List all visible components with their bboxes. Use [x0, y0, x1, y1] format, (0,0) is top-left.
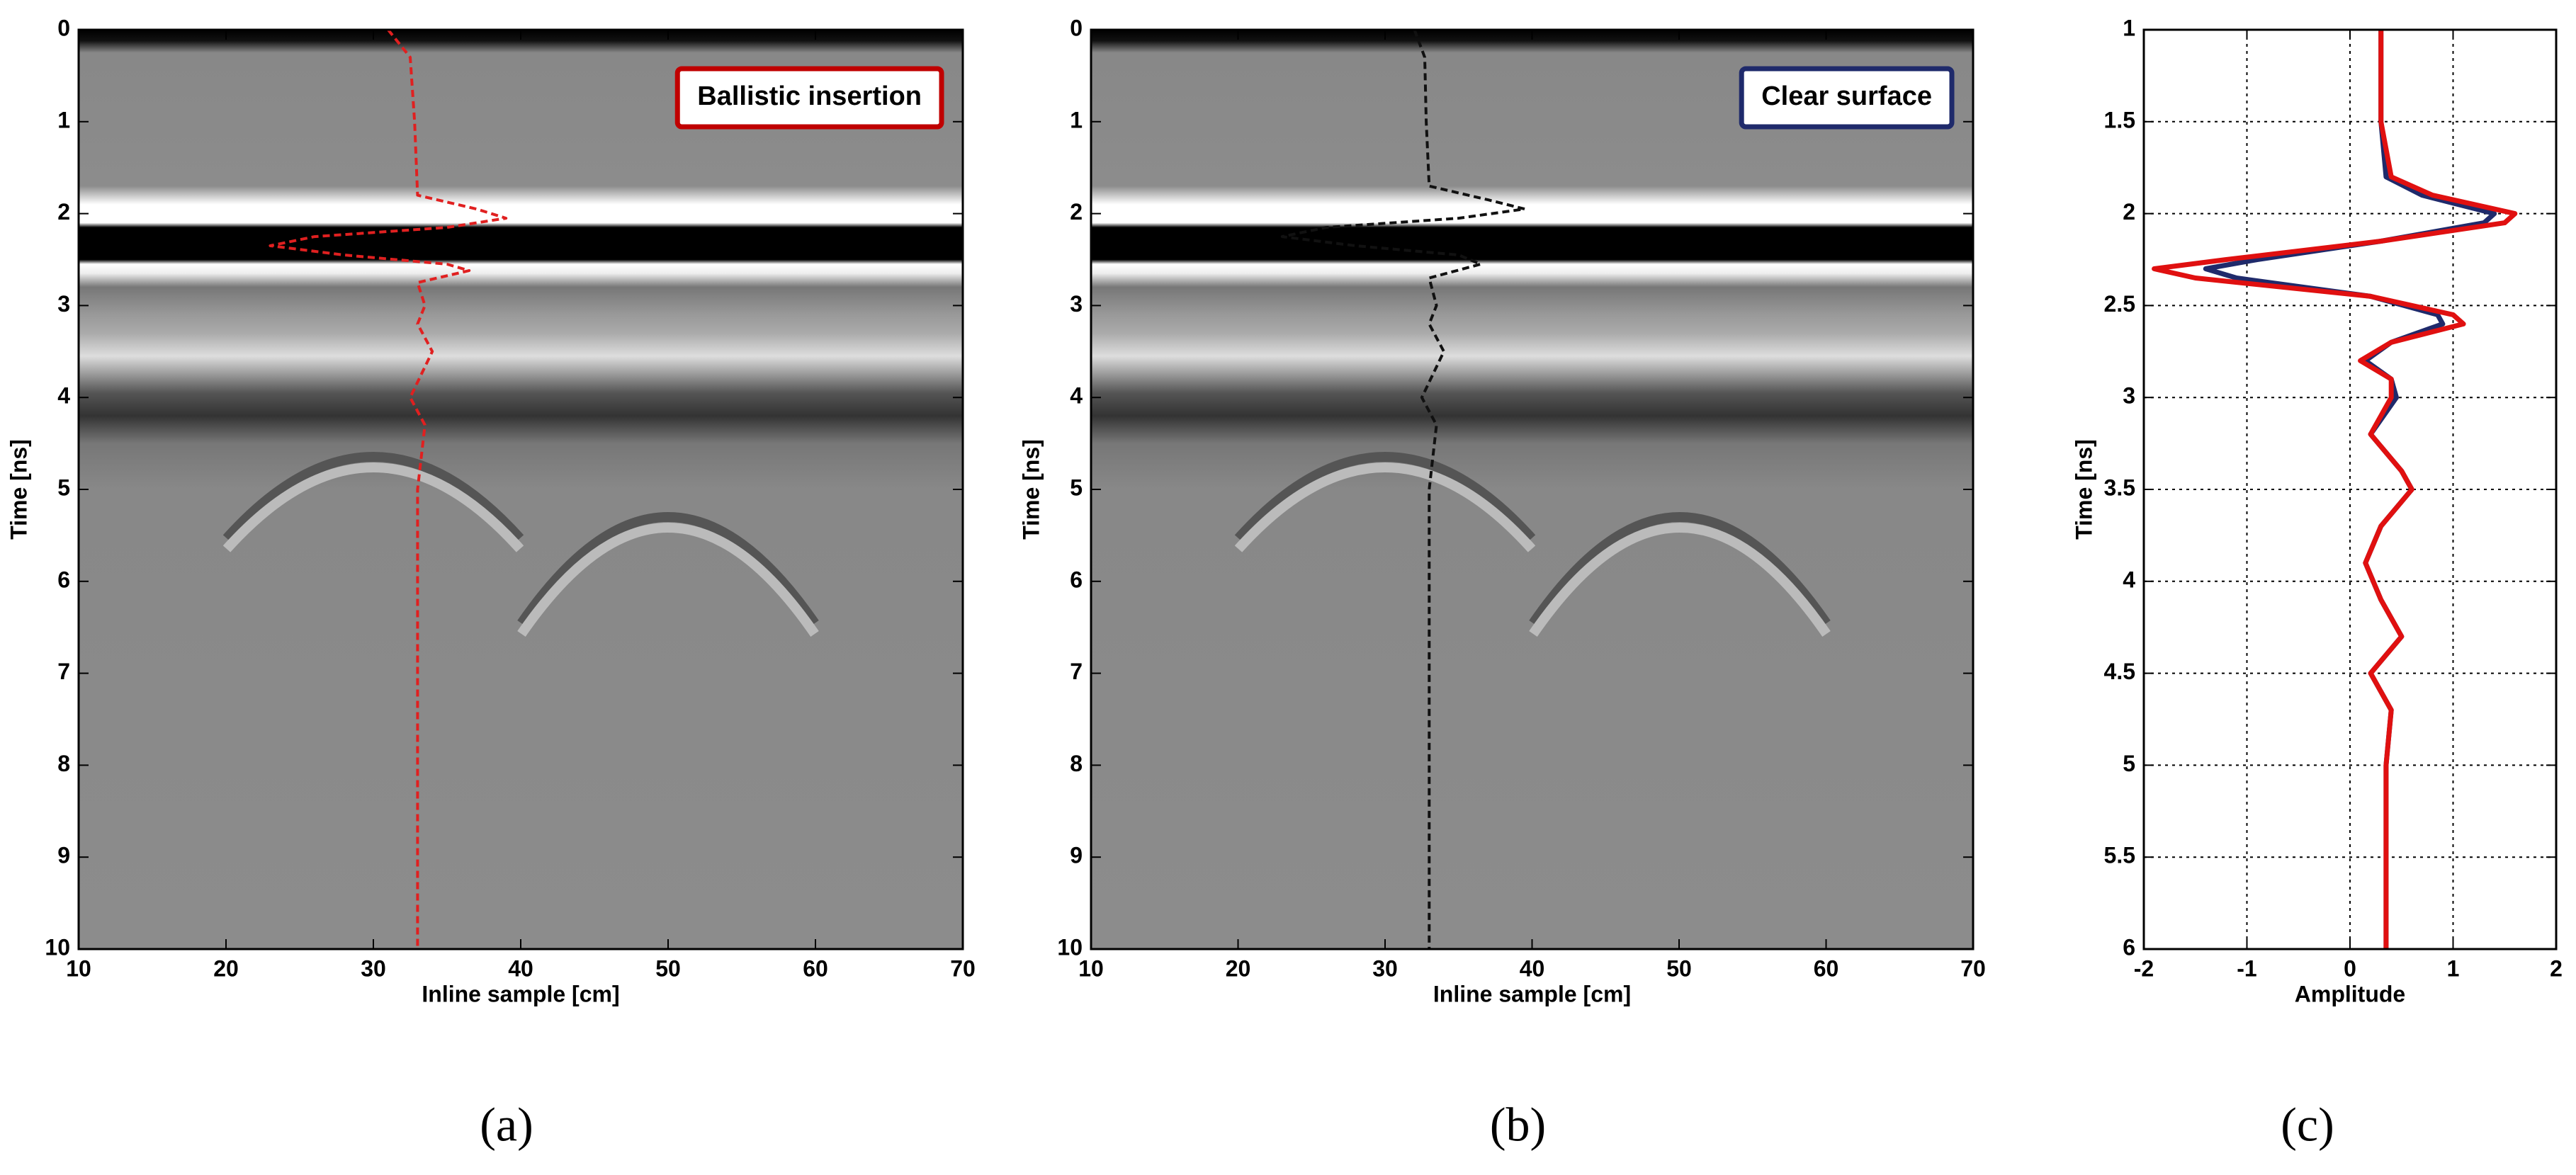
- y-tick-label: 0: [1070, 15, 1083, 40]
- y-tick-label: 1.5: [2104, 107, 2135, 132]
- x-tick-label: 2: [2550, 955, 2563, 981]
- x-tick-label: 30: [1372, 955, 1398, 981]
- trace-line: [269, 28, 508, 949]
- y-tick-label: 4: [2123, 567, 2135, 592]
- hyperbolas: [1234, 452, 1831, 637]
- annotation-box: [1739, 66, 1955, 130]
- radargram-image: [1091, 30, 1973, 949]
- y-tick-label: 6: [2123, 934, 2135, 960]
- x-tick-label: 70: [950, 955, 976, 981]
- y-tick-label: 6: [57, 567, 70, 592]
- x-axis-title: Inline sample [cm]: [1433, 981, 1631, 1006]
- y-axis-title: Time [ns]: [2071, 439, 2096, 540]
- x-axis-title: Amplitude: [2295, 981, 2405, 1006]
- y-tick-label: 2.5: [2104, 291, 2135, 317]
- y-axis-title: Time [ns]: [6, 439, 31, 540]
- annotation: Ballistic insertion: [674, 66, 944, 130]
- plot-frame: [1090, 28, 1975, 950]
- x-axis-title: Inline sample [cm]: [422, 981, 619, 1006]
- y-tick-label: 2: [57, 199, 70, 225]
- trace-line: [1280, 29, 1527, 949]
- y-tick-label: 5: [1070, 475, 1083, 500]
- y-tick-label: 9: [1070, 843, 1083, 868]
- x-tick-label: -2: [2134, 955, 2154, 981]
- x-tick-label: 0: [2344, 955, 2356, 981]
- y-tick-label: 9: [57, 843, 70, 868]
- radargram-image: [79, 30, 963, 949]
- y-tick-label: 5.5: [2104, 843, 2135, 868]
- x-tick-label: 50: [655, 955, 681, 981]
- annotation-text: Ballistic insertion: [697, 81, 922, 111]
- y-tick-label: 2: [2123, 199, 2135, 225]
- y-tick-label: 4.5: [2104, 659, 2135, 684]
- x-tick-label: 50: [1666, 955, 1692, 981]
- y-tick-label: 1: [57, 107, 70, 132]
- x-tick-label: 60: [1814, 955, 1839, 981]
- x-tick-label: 20: [213, 955, 239, 981]
- panel-label: (b): [1490, 1098, 1546, 1152]
- annotation-box: [674, 66, 944, 130]
- y-axis-title: Time [ns]: [1018, 439, 1044, 540]
- x-tick-label: -1: [2237, 955, 2256, 981]
- y-tick-label: 10: [1057, 934, 1083, 960]
- y-tick-label: 3.5: [2104, 475, 2135, 500]
- y-tick-label: 8: [57, 751, 70, 776]
- panel-label: (a): [480, 1098, 533, 1152]
- x-tick-label: 70: [1960, 955, 1986, 981]
- y-tick-label: 7: [1070, 659, 1083, 684]
- y-tick-label: 5: [2123, 751, 2135, 776]
- x-tick-label: 40: [508, 955, 533, 981]
- y-tick-label: 3: [1070, 291, 1083, 317]
- trace-line: [2152, 30, 2518, 949]
- y-tick-label: 5: [57, 475, 70, 500]
- annotation: Clear surface: [1739, 66, 1955, 130]
- y-tick-label: 2: [1070, 199, 1083, 225]
- y-tick-label: 3: [2123, 383, 2135, 409]
- x-tick-label: 60: [803, 955, 828, 981]
- annotation-text: Clear surface: [1761, 81, 1932, 111]
- y-tick-label: 4: [1070, 383, 1083, 409]
- y-tick-label: 1: [1070, 107, 1083, 132]
- y-tick-label: 8: [1070, 751, 1083, 776]
- y-tick-label: 1: [2123, 15, 2135, 40]
- y-tick-label: 0: [57, 15, 70, 40]
- plot-frame: [77, 28, 964, 950]
- panel-label: (c): [2281, 1098, 2334, 1152]
- x-tick-label: 30: [361, 955, 386, 981]
- y-tick-label: 10: [45, 934, 70, 960]
- y-tick-label: 7: [57, 659, 70, 684]
- y-tick-label: 4: [57, 383, 70, 409]
- x-tick-label: 10: [1078, 955, 1104, 981]
- hyperbolas: [222, 452, 819, 637]
- x-tick-label: 1: [2447, 955, 2460, 981]
- y-tick-label: 6: [1070, 567, 1083, 592]
- x-tick-label: 40: [1520, 955, 1545, 981]
- plot-frame: [2142, 28, 2558, 950]
- x-tick-label: 10: [66, 955, 91, 981]
- y-tick-label: 3: [57, 291, 70, 317]
- x-tick-label: 20: [1226, 955, 1251, 981]
